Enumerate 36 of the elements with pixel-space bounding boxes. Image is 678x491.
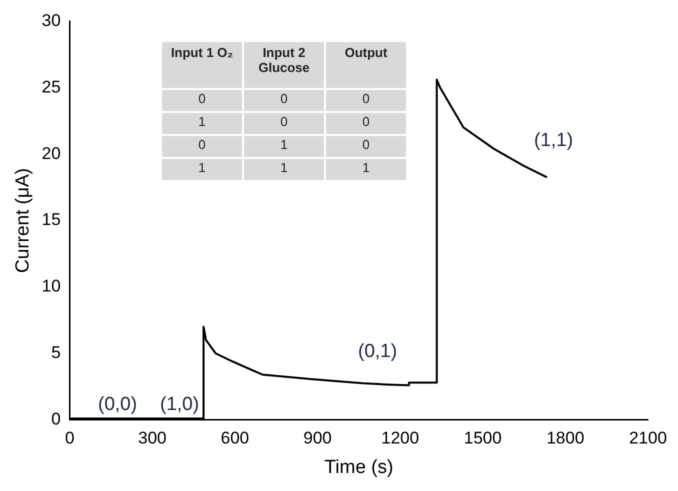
x-tick-label: 1200	[381, 428, 420, 448]
annotation: (1,0)	[160, 394, 200, 416]
annotation: 0	[326, 136, 406, 157]
x-tick-label: 1500	[464, 428, 502, 448]
annotation: 1	[162, 113, 242, 134]
x-tick-label: 1800	[546, 428, 584, 448]
annotation: 1	[244, 136, 324, 157]
y-tick-label: 20	[42, 144, 61, 163]
annotation: 0	[244, 90, 324, 111]
annotation: 0	[162, 90, 242, 111]
annotation: (0,0)	[98, 394, 138, 416]
x-tick-label: 300	[138, 428, 167, 448]
annotation: (0,1)	[358, 341, 398, 363]
y-axis-title: Current (μA)	[12, 168, 34, 273]
x-tick-label: 600	[220, 428, 250, 448]
x-tick-label: 900	[303, 428, 332, 448]
annotation: 0	[326, 113, 406, 134]
y-tick-label: 30	[42, 10, 61, 30]
x-tick-label: 0	[64, 428, 74, 448]
annotation: 1	[326, 159, 406, 180]
annotation: 0	[162, 136, 242, 157]
annotation: 1	[244, 159, 324, 180]
annotation: Input 1 O₂	[162, 42, 242, 88]
annotation: (1,1)	[534, 130, 574, 152]
y-tick-label: 0	[51, 409, 61, 428]
y-tick-label: 15	[42, 210, 61, 230]
annotation: Input 2 Glucose	[244, 42, 324, 88]
x-axis-title: Time (s)	[324, 456, 394, 478]
annotation: 0	[326, 90, 406, 111]
y-tick-label: 10	[42, 276, 61, 296]
annotation: Output	[326, 42, 406, 88]
annotation: 1	[162, 159, 242, 180]
annotation: 0	[244, 113, 324, 134]
x-tick-label: 2100	[629, 428, 667, 448]
y-tick-label: 5	[51, 343, 61, 362]
y-tick-label: 25	[42, 77, 61, 96]
